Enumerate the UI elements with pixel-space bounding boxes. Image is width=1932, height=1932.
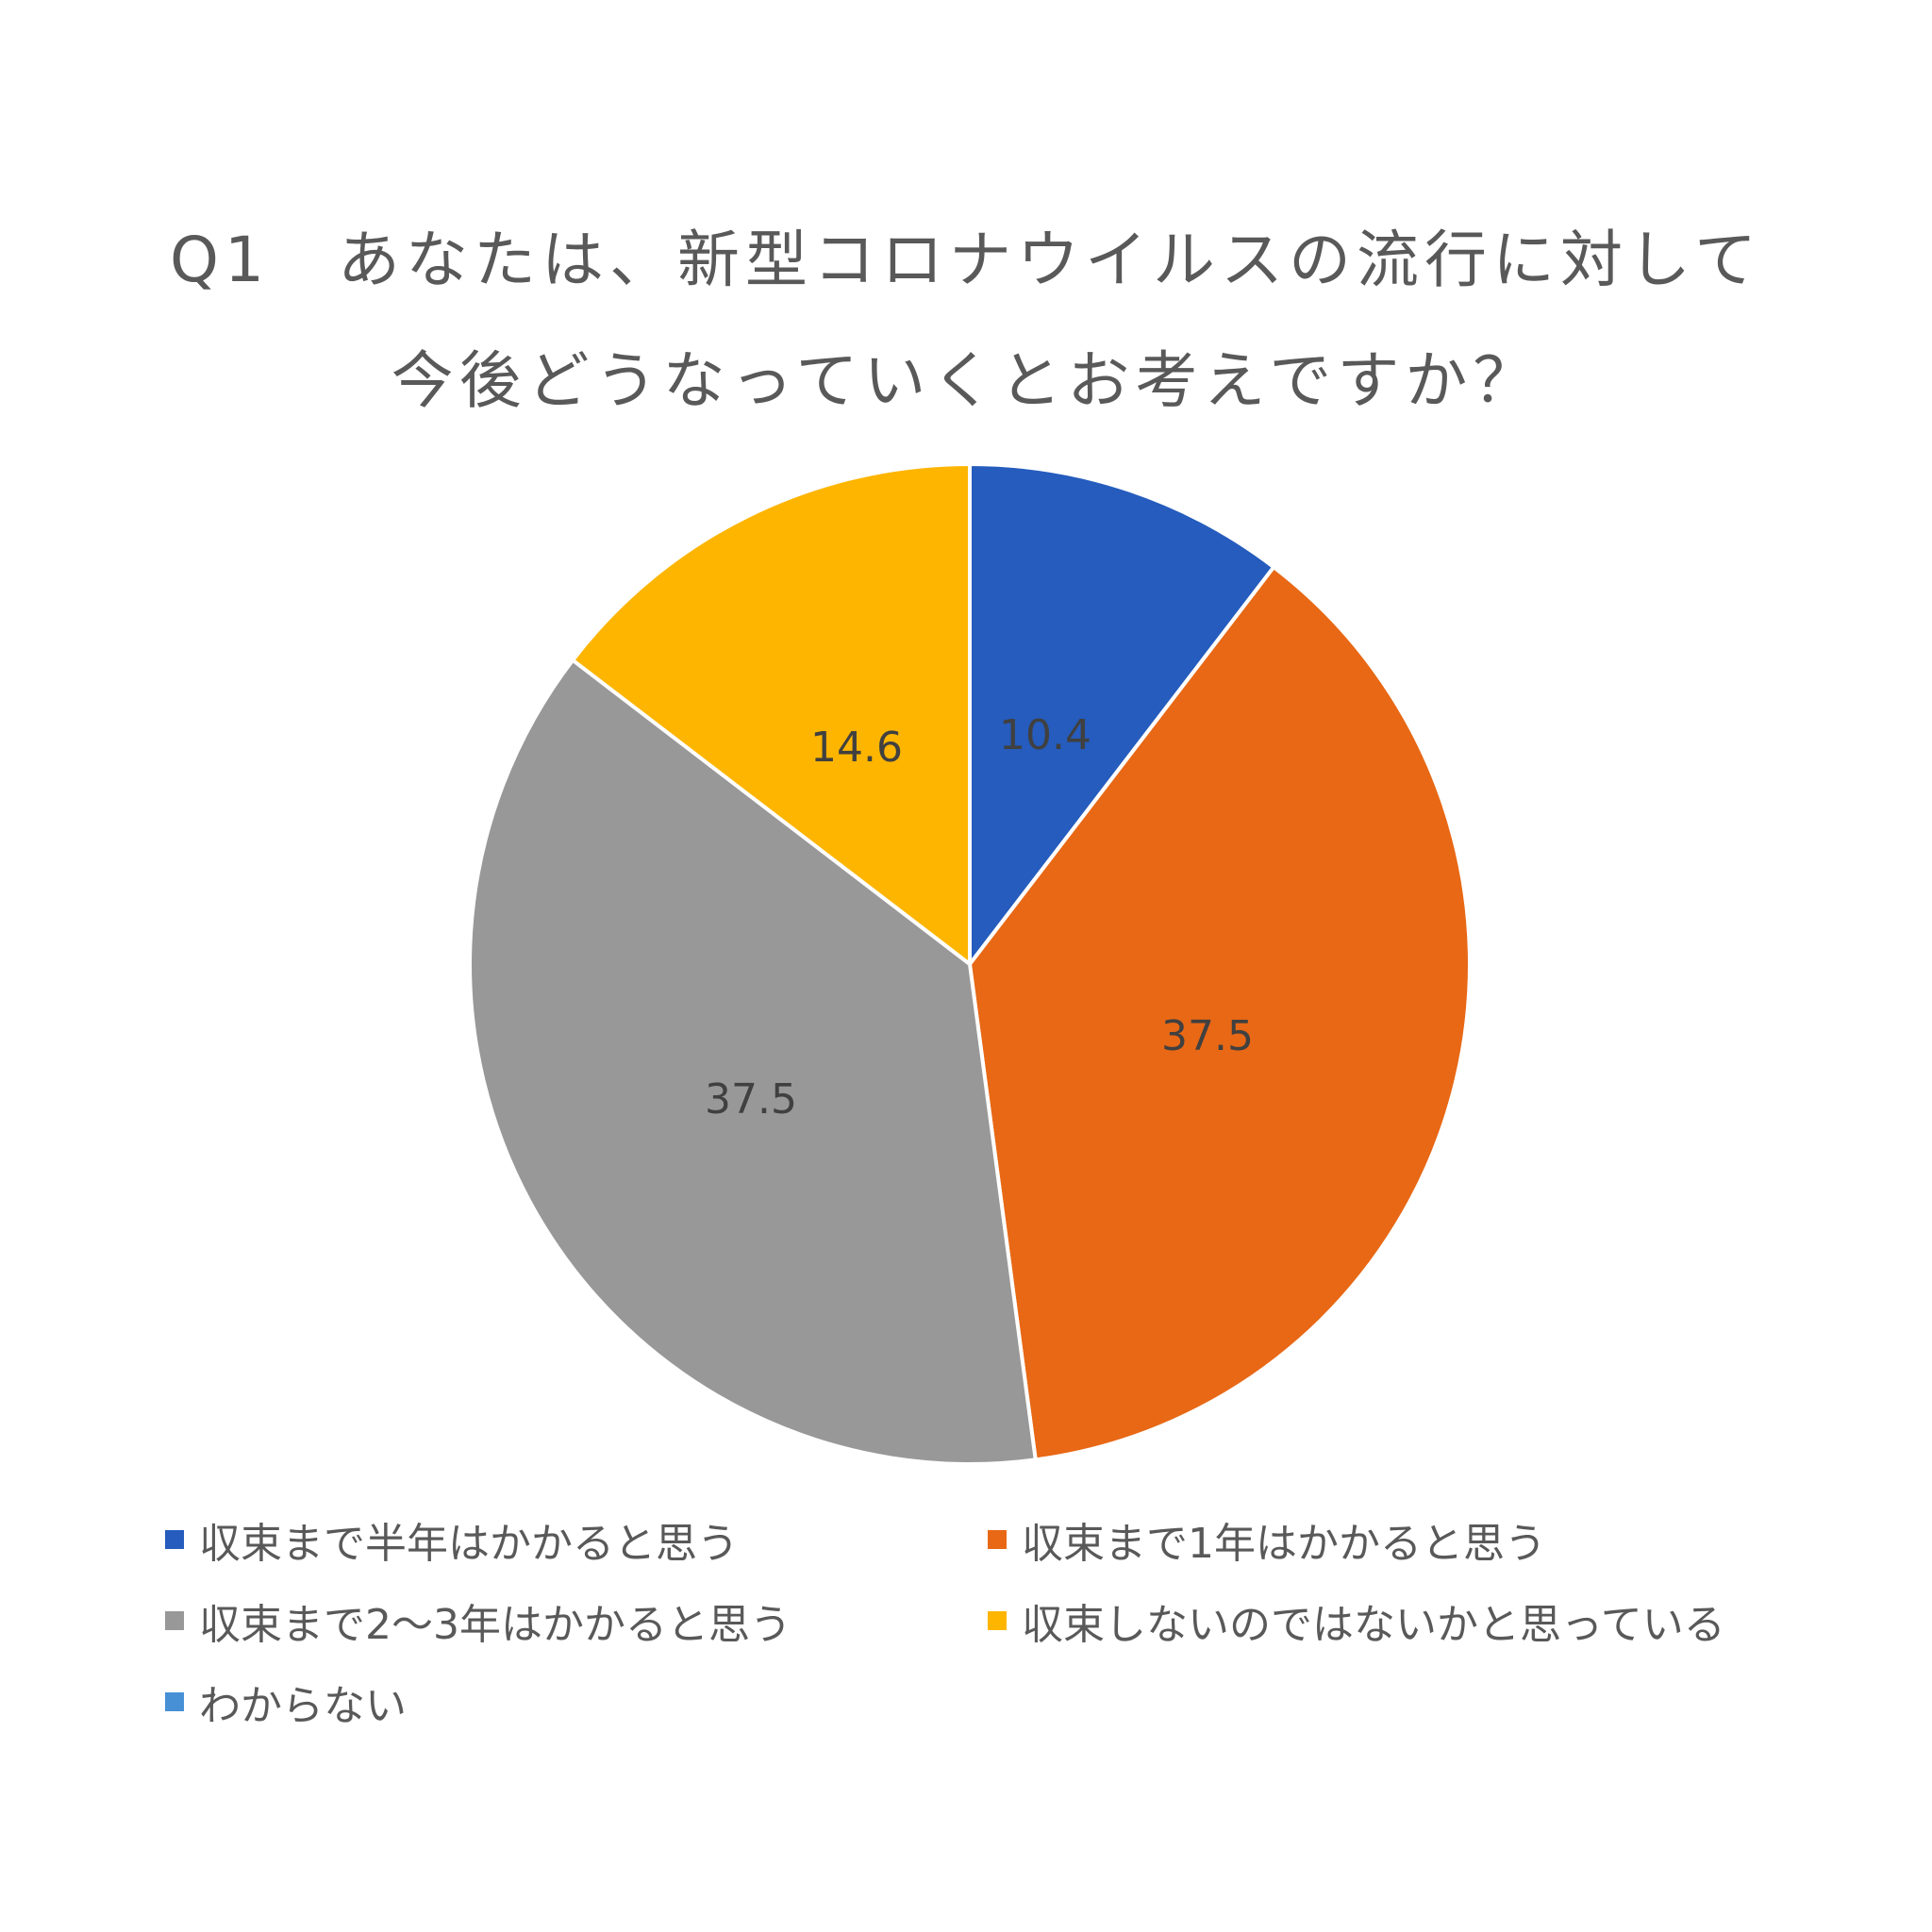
legend-item-half-year: 収束まで半年はかかると思う (165, 1509, 739, 1570)
legend-label: 収束まで半年はかかると思う (199, 1520, 739, 1568)
legend-swatch-icon (165, 1530, 184, 1549)
pie-slice (468, 657, 1038, 1466)
data-label-two-three-years: 37.5 (705, 1075, 797, 1124)
data-label-not-converge: 14.6 (810, 724, 903, 772)
legend-item-dont-know: わからない (165, 1672, 407, 1732)
legend-label: 収束まで1年はかかると思う (1022, 1520, 1546, 1568)
legend-label: 収束しないのではないかと思っている (1022, 1601, 1725, 1649)
legend-item-not-converge: 収束しないのではないかと思っている (988, 1591, 1725, 1651)
pie-slice (570, 461, 972, 969)
legend-swatch-icon (165, 1611, 184, 1630)
data-label-one-year: 37.5 (1161, 1012, 1254, 1060)
pie-slice (967, 564, 1472, 1462)
legend-swatch-icon (165, 1692, 184, 1711)
pie-slice (968, 461, 1277, 970)
legend-label: 収束まで2〜3年はかかると思う (199, 1601, 791, 1649)
chart-title-line-2: 今後どうなっていくとお考えですか？ (391, 344, 1541, 417)
legend-swatch-icon (988, 1530, 1007, 1549)
chart-title-line-1: Q1 あなたは、新型コロナウイルスの流行に対して (170, 224, 1762, 296)
pie-slices (468, 461, 1472, 1466)
legend-item-two-three-years: 収束まで2〜3年はかかると思う (165, 1591, 791, 1651)
legend-label: わからない (199, 1682, 407, 1730)
legend-item-one-year: 収束まで1年はかかると思う (988, 1509, 1546, 1570)
data-label-half-year: 10.4 (999, 711, 1091, 759)
legend-swatch-icon (988, 1611, 1007, 1630)
